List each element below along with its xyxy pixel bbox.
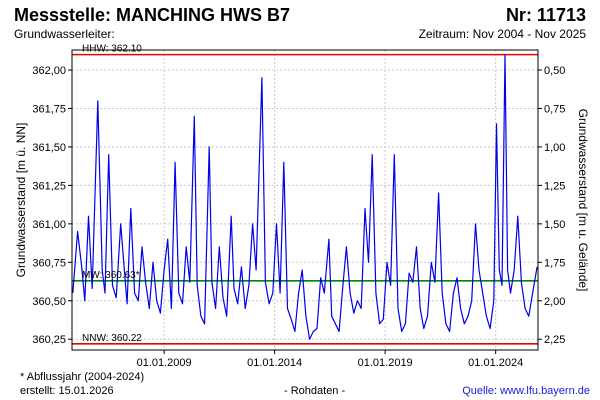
y-tick-label: 362,00 xyxy=(32,65,66,77)
y-axis-right: 0,50 0,75 1,00 1,25 1,50 1,75 2,00 2,25 xyxy=(538,65,565,346)
y2-tick-label: 1,75 xyxy=(544,257,565,269)
y-tick-label: 360,50 xyxy=(32,296,66,308)
y-axis-label-left: Grundwasserstand [m ü. NN] xyxy=(14,123,28,278)
y2-tick-label: 1,50 xyxy=(544,219,565,231)
y-tick-label: 361,00 xyxy=(32,219,66,231)
mw-label: MW: 360.63* xyxy=(82,270,140,281)
y2-tick-label: 1,25 xyxy=(544,180,565,192)
series-group xyxy=(72,53,538,340)
station-number: Nr: 11713 xyxy=(505,5,586,25)
created-date: erstellt: 15.01.2026 xyxy=(20,385,114,397)
groundwater-series-line xyxy=(72,53,538,340)
x-tick-label: 01.01.2009 xyxy=(137,357,192,369)
station-title: Messstelle: MANCHING HWS B7 xyxy=(14,5,291,25)
nnw-label: NNW: 360.22 xyxy=(82,333,142,344)
reference-lines xyxy=(72,53,538,345)
y-tick-label: 361,75 xyxy=(32,103,66,115)
x-tick-label: 01.01.2024 xyxy=(468,357,523,369)
y2-tick-label: 0,75 xyxy=(544,103,565,115)
x-axis: 01.01.2009 01.01.2014 01.01.2019 01.01.2024 xyxy=(137,350,523,369)
hhw-label: HHW: 362.10 xyxy=(82,44,142,55)
reference-labels: HHW: 362.10 MW: 360.63* NNW: 360.22 xyxy=(82,44,142,344)
y-axis-label-right: Grundwasserstand [m u. Gelände] xyxy=(576,109,590,292)
y2-tick-label: 0,50 xyxy=(544,65,565,77)
footnote: * Abflussjahr (2004-2024) xyxy=(20,371,145,383)
aquifer-label: Grundwasserleiter: xyxy=(14,27,115,41)
y2-tick-label: 2,25 xyxy=(544,334,565,346)
y2-tick-label: 2,00 xyxy=(544,296,565,308)
x-tick-label: 01.01.2014 xyxy=(247,357,302,369)
period-label: Zeitraum: Nov 2004 - Nov 2025 xyxy=(418,27,586,41)
data-kind: - Rohdaten - xyxy=(284,385,346,397)
y2-tick-label: 1,00 xyxy=(544,142,565,154)
y-tick-label: 361,50 xyxy=(32,142,66,154)
plot-frame xyxy=(71,49,539,351)
x-tick-label: 01.01.2019 xyxy=(358,357,413,369)
y-tick-label: 361,25 xyxy=(32,180,66,192)
source-link[interactable]: Quelle: www.lfu.bayern.de xyxy=(462,385,590,397)
y-tick-label: 360,25 xyxy=(32,334,66,346)
y-axis-left: 360,25 360,50 360,75 361,00 361,25 361,50 361,… xyxy=(32,65,72,346)
y-tick-label: 360,75 xyxy=(32,257,66,269)
